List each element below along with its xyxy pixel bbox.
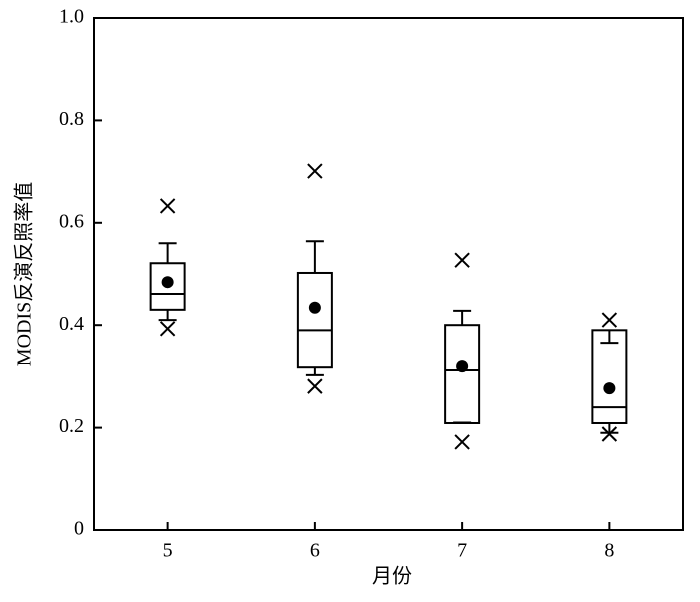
min-marker — [601, 426, 618, 442]
min-marker — [307, 378, 323, 394]
min-marker — [454, 434, 470, 450]
mean — [308, 301, 321, 314]
x-tick-label: 8 — [604, 540, 614, 562]
y-tick-label: 0 — [74, 518, 84, 540]
y-tick-label: 0.8 — [59, 108, 84, 130]
x-axis-label: 月份 — [372, 565, 412, 588]
max-marker — [454, 252, 470, 268]
plot-frame — [93, 17, 684, 531]
box — [296, 271, 333, 369]
y-tick-label: 0.6 — [59, 210, 84, 232]
y-tick-label: 1.0 — [59, 6, 84, 28]
max-marker — [307, 163, 323, 179]
mean — [603, 382, 616, 395]
x-tick-label: 5 — [163, 540, 173, 562]
y-tick-label: 0.4 — [59, 313, 84, 335]
max-marker — [159, 198, 176, 214]
x-tick-label: 7 — [457, 540, 467, 562]
mean — [161, 276, 174, 289]
box — [591, 329, 628, 424]
y-axis-label: MODIS反演反照率值 — [13, 182, 36, 366]
mean — [456, 360, 469, 373]
max-marker — [601, 312, 618, 328]
y-tick-label: 0.2 — [59, 415, 84, 437]
min-marker — [159, 321, 176, 337]
box — [444, 324, 481, 424]
box — [149, 262, 186, 311]
x-tick-label: 6 — [310, 540, 320, 562]
